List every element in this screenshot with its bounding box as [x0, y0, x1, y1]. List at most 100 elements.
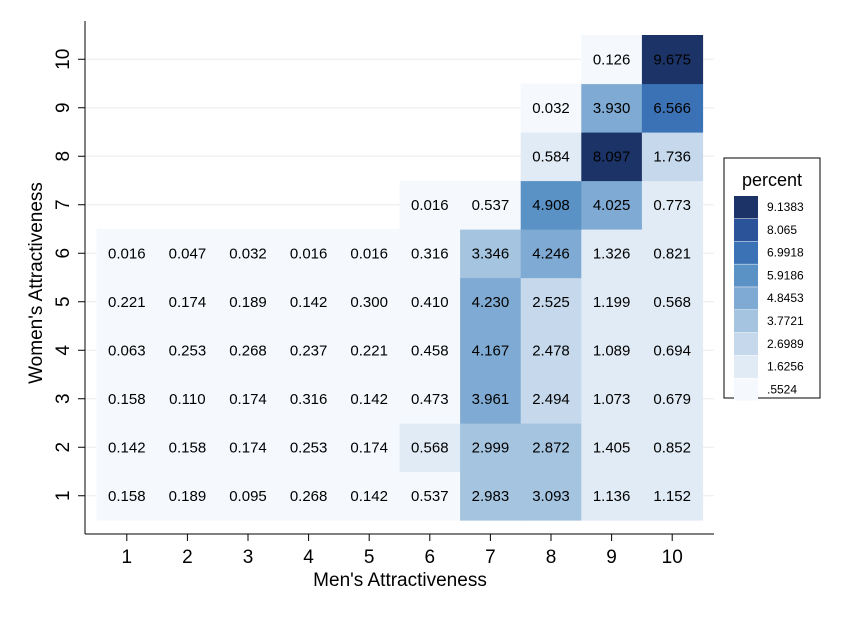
heatmap-cell: [338, 229, 401, 279]
heatmap-cell: [278, 229, 340, 279]
heatmap-cell: [96, 277, 158, 327]
legend-swatch: [734, 196, 758, 219]
cell-value-label: 0.268: [290, 488, 328, 505]
heatmap-cell: [399, 277, 461, 327]
heatmap-cell: [96, 374, 158, 424]
cell-value-label: 0.568: [653, 294, 691, 311]
heatmap-cell: [460, 471, 522, 521]
heatmap-cell: [217, 374, 279, 424]
heatmap-cell: [641, 471, 704, 521]
cell-value-label: 4.908: [532, 197, 570, 214]
cell-value-label: 0.142: [290, 294, 328, 311]
y-tick-label: 10: [53, 49, 74, 70]
cell-value-label: 0.316: [290, 391, 328, 408]
cell-value-label: 2.478: [532, 342, 570, 359]
heatmap-cell: [217, 326, 279, 376]
x-tick-label: 8: [546, 547, 557, 568]
heatmap-cell: [641, 83, 704, 133]
y-tick-label: 6: [53, 248, 74, 259]
heatmap-cell: [157, 229, 219, 279]
heatmap-cell: [581, 180, 643, 230]
cell-value-label: 0.253: [290, 439, 328, 456]
heatmap-cell: [96, 326, 158, 376]
cell-value-label: 0.679: [653, 391, 691, 408]
cell-value-label: 2.494: [532, 391, 570, 408]
heatmap-cell: [399, 471, 461, 521]
heatmap-cell: [641, 132, 704, 182]
heatmap-cell: [520, 374, 582, 424]
legend-label: 5.9186: [767, 268, 804, 282]
heatmap-cell: [460, 277, 522, 327]
cell-value-label: 4.246: [532, 245, 570, 262]
cell-value-label: 0.458: [411, 342, 449, 359]
heatmap-cells: [96, 35, 704, 521]
cell-value-label: 0.032: [229, 245, 267, 262]
heatmap-cell: [217, 423, 279, 473]
cell-value-label: 0.174: [169, 294, 207, 311]
y-tick-label: 7: [53, 199, 74, 210]
legend-swatch: [734, 218, 758, 242]
cell-value-label: 4.167: [472, 342, 510, 359]
cell-value-label: 0.821: [653, 245, 691, 262]
heatmap-cell: [96, 423, 158, 473]
cell-value-label: 0.142: [108, 439, 146, 456]
heatmap-cell: [581, 471, 643, 521]
cell-value-label: 0.126: [593, 51, 631, 68]
heatmap-cell: [460, 180, 522, 230]
cell-value-label: 9.675: [653, 51, 691, 68]
heatmap-cell: [520, 471, 582, 521]
heatmap-cell: [338, 471, 401, 521]
cell-value-label: 0.189: [169, 488, 207, 505]
cell-value-label: 1.152: [653, 488, 691, 505]
heatmap-cell: [217, 277, 279, 327]
cell-value-label: 1.089: [593, 342, 631, 359]
heatmap-cell: [520, 423, 582, 473]
cell-value-label: 4.025: [593, 197, 631, 214]
cell-value-label: 6.566: [653, 100, 691, 117]
cell-value-label: 0.300: [350, 294, 388, 311]
legend-swatch: [734, 264, 758, 287]
legend-label: 8.065: [767, 223, 797, 237]
cell-value-label: 0.473: [411, 391, 449, 408]
x-tick-label: 7: [485, 547, 496, 568]
cell-value-label: 0.253: [169, 342, 207, 359]
y-tick-label: 9: [53, 102, 74, 113]
cell-value-label: 3.930: [593, 100, 631, 117]
heatmap-cell: [520, 277, 582, 327]
x-tick-label: 6: [425, 547, 436, 568]
heatmap-cell: [581, 423, 643, 473]
cell-value-label: 2.999: [472, 439, 510, 456]
heatmap-cell: [157, 326, 219, 376]
heatmap-cell: [581, 35, 643, 85]
x-axis-title: Men's Attractiveness: [313, 570, 487, 591]
heatmap-cell: [641, 35, 704, 85]
legend-label: 1.6256: [767, 360, 804, 374]
x-tick-label: 4: [303, 547, 314, 568]
heatmap-cell: [399, 180, 461, 230]
heatmap-cell: [520, 326, 582, 376]
cell-value-label: 3.093: [532, 488, 570, 505]
y-tick-label: 4: [53, 345, 74, 356]
cell-value-label: 0.410: [411, 294, 449, 311]
axes: [84, 21, 714, 535]
cell-value-label: 0.142: [350, 488, 388, 505]
heatmap-cell: [520, 132, 582, 182]
cell-value-label: 0.032: [532, 100, 570, 117]
heatmap-cell: [581, 132, 643, 182]
y-tick-label: 8: [53, 151, 74, 162]
cell-value-label: 0.221: [108, 294, 146, 311]
cell-value-label: 2.983: [472, 488, 510, 505]
heatmap-cell: [399, 326, 461, 376]
cell-value-label: 0.537: [472, 197, 510, 214]
legend-label: 2.6989: [767, 337, 804, 351]
heatmap-cell: [157, 277, 219, 327]
heatmap-cell: [157, 471, 219, 521]
heatmap-cell: [338, 423, 401, 473]
heatmap-cell: [96, 229, 158, 279]
legend-swatch: [734, 287, 758, 310]
legend-title: percent: [742, 170, 802, 190]
heatmap-cell: [641, 229, 704, 279]
heatmap-cell: [520, 83, 582, 133]
heatmap-cell: [278, 277, 340, 327]
cell-value-label: 4.230: [472, 294, 510, 311]
